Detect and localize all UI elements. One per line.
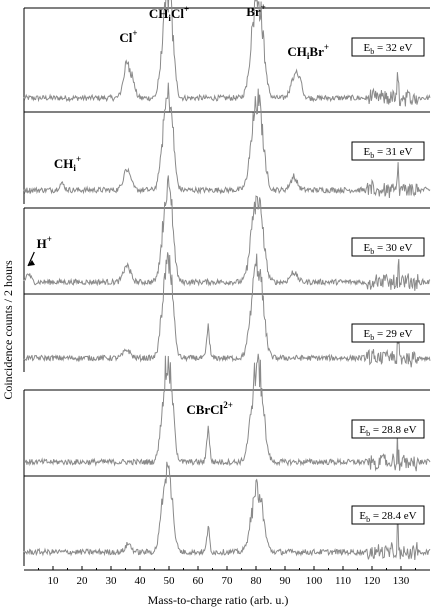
CHiBr-label: CHiBr+ <box>287 42 329 61</box>
CHi-label: CHi+ <box>54 154 81 173</box>
energy-box <box>351 419 425 439</box>
H-arrow <box>27 251 35 267</box>
x-tick-label: 110 <box>335 575 352 587</box>
energy-box <box>351 141 425 161</box>
x-tick-label: 100 <box>306 575 323 587</box>
x-tick-label: 90 <box>280 575 292 587</box>
x-tick-label: 20 <box>77 575 89 587</box>
energy-label: Eb = 30 eV <box>363 242 412 256</box>
panel-31: Eb = 31 eV CHi+ <box>23 82 431 204</box>
energy-box <box>351 237 425 257</box>
energy-label: Eb = 29 eV <box>363 328 412 342</box>
Cl-label: Cl+ <box>119 28 137 45</box>
panel-28-4: Eb = 28.4 eV <box>23 461 431 566</box>
energy-prefix: E <box>363 146 370 158</box>
energy-label: Eb = 28.8 eV <box>359 424 416 438</box>
energy-subscript: b <box>366 515 370 524</box>
energy-subscript: b <box>370 151 374 160</box>
energy-subscript: b <box>370 47 374 56</box>
energy-value: = 30 eV <box>374 242 412 254</box>
x-tick-label: 130 <box>393 575 410 587</box>
H-label: H+ <box>37 234 52 251</box>
energy-subscript: b <box>366 429 370 438</box>
energy-prefix: E <box>363 242 370 254</box>
x-tick-label: 10 <box>48 575 60 587</box>
CBrCl-label: CBrCl2+ <box>186 400 232 417</box>
panel-28-8: Eb = 28.8 eV CBrCl2+ <box>23 353 431 476</box>
energy-label: Eb = 28.4 eV <box>359 510 416 524</box>
energy-value: = 28.4 eV <box>370 510 417 522</box>
energy-value: = 31 eV <box>374 146 412 158</box>
energy-prefix: E <box>363 328 370 340</box>
y-axis-title: Coincidence counts / 2 hours <box>1 260 15 400</box>
energy-box <box>351 37 425 57</box>
spectrum-trace <box>23 353 431 472</box>
spectrum-trace <box>23 0 431 107</box>
energy-label: Eb = 31 eV <box>363 146 412 160</box>
panel-29: Eb = 29 eV <box>23 252 431 372</box>
panel-30: Eb = 30 eV H+ <box>23 175 431 296</box>
energy-subscript: b <box>370 333 374 342</box>
Br-label: Br+ <box>246 2 266 19</box>
energy-label: Eb = 32 eV <box>363 42 412 56</box>
panel-32: Eb = 32 eV Cl+ CHiCl+ Br+ CHiBr+ <box>23 0 431 112</box>
spectrum-trace <box>23 252 431 368</box>
CHiCl-label: CHiCl+ <box>149 4 189 23</box>
x-tick-label: 80 <box>251 575 263 587</box>
spectrum-trace <box>23 175 431 291</box>
energy-subscript: b <box>370 247 374 256</box>
x-tick-label: 40 <box>135 575 147 587</box>
x-tick-label: 30 <box>106 575 118 587</box>
H-arrowhead <box>28 260 35 266</box>
energy-prefix: E <box>359 510 366 522</box>
energy-value: = 29 eV <box>374 328 412 340</box>
energy-box <box>351 505 425 525</box>
panels-layer: Eb = 32 eV Cl+ CHiCl+ Br+ CHiBr+ Eb = 31 eV CH… <box>23 0 431 566</box>
x-tick-label: 50 <box>164 575 176 587</box>
x-tick-label: 120 <box>364 575 381 587</box>
energy-box <box>351 323 425 343</box>
energy-value: = 28.8 eV <box>370 424 417 436</box>
x-tick-label: 60 <box>193 575 205 587</box>
x-tick-label: 70 <box>222 575 234 587</box>
energy-prefix: E <box>359 424 366 436</box>
x-axis: 10 20 30 40 50 60 70 80 90 100 110 120 130 <box>24 566 430 587</box>
x-axis-title: Mass-to-charge ratio (arb. u.) <box>148 593 289 607</box>
energy-value: = 32 eV <box>374 42 412 54</box>
energy-prefix: E <box>363 42 370 54</box>
spectrum-trace <box>23 82 431 199</box>
spectrum-trace <box>23 461 431 561</box>
